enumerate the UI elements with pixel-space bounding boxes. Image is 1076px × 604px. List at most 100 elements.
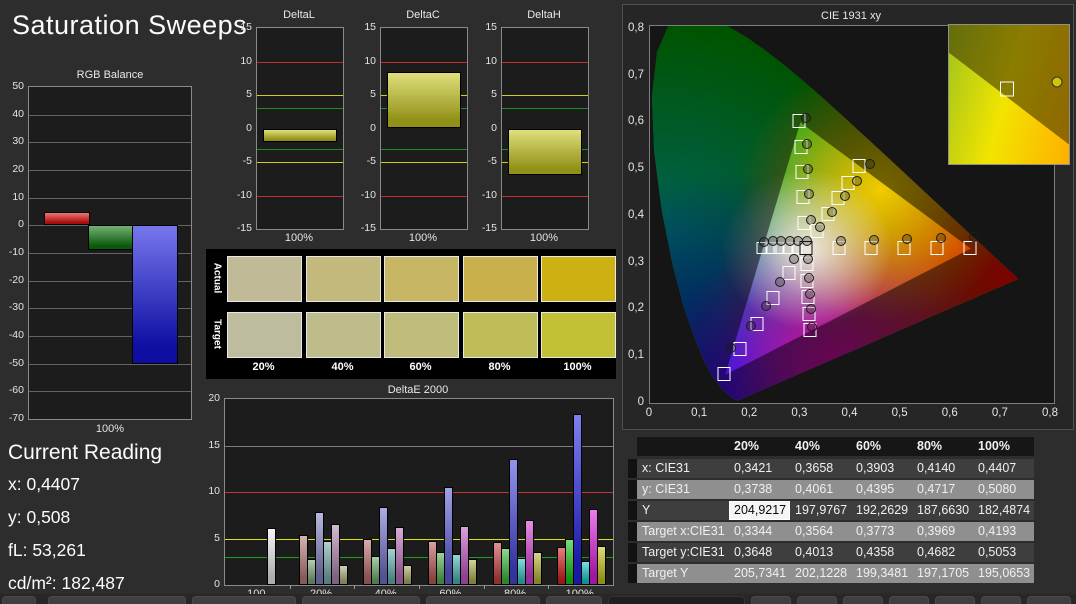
x-axis-tick [289, 585, 291, 589]
table-cell[interactable]: 0,3773 [851, 522, 912, 541]
x-axis-tick [354, 585, 356, 589]
rgb-balance-x-label: 100% [95, 423, 125, 435]
layout-tab[interactable] [843, 596, 883, 604]
measured-circle [760, 300, 771, 311]
table-cell[interactable]: 0,4061 [790, 480, 851, 499]
y-tick-label: -10 [481, 188, 497, 201]
delta-bar [508, 128, 582, 176]
table-cell[interactable]: 0,5053 [973, 543, 1034, 562]
y-tick-label: -70 [8, 412, 24, 424]
y-tick-label: 5 [246, 88, 252, 100]
layout-tab[interactable] [546, 596, 602, 604]
reference-line [502, 95, 588, 96]
measured-circle [802, 235, 813, 246]
table-cell[interactable]: 202,1228 [790, 564, 851, 583]
delta-bar [263, 128, 337, 142]
reference-line [257, 148, 343, 150]
cie-diagram [649, 12, 1055, 404]
reference-line [257, 162, 343, 163]
y-tick-label: -15 [481, 222, 497, 234]
table-cell[interactable]: 197,1705 [912, 564, 973, 583]
measured-circle [827, 207, 838, 218]
table-col-header: 40% [790, 437, 851, 456]
y-tick-label: 30 [12, 135, 24, 148]
layout-tab[interactable] [192, 596, 296, 604]
table-cell[interactable]: 195,0653 [973, 564, 1034, 583]
blue-balance-bar [132, 225, 178, 364]
layout-tab[interactable] [981, 596, 1021, 604]
table-row-label: Target Y [637, 564, 729, 583]
table-cell[interactable]: 0,4358 [851, 543, 912, 562]
deltae-bar [597, 545, 607, 585]
delta-chart-title: DeltaC [406, 9, 440, 21]
measured-circle [936, 232, 947, 243]
y-tick-label: -40 [8, 329, 24, 341]
layout-tab[interactable] [2, 596, 36, 604]
layout-tab[interactable] [48, 596, 186, 604]
deltae-bar [532, 552, 542, 585]
layout-tab[interactable] [608, 596, 745, 604]
x-axis-tick [419, 585, 420, 589]
reference-line [502, 108, 588, 110]
reading-value: cd/m²: 182,487 [8, 573, 125, 593]
table-cell[interactable]: 0,3421 [729, 459, 790, 478]
table-cell[interactable]: 0,4013 [790, 543, 851, 562]
cie-x-tick-label: 0,1 [691, 407, 708, 419]
table-cell[interactable]: 187,6630 [912, 501, 973, 520]
table-cell[interactable]: 192,2629 [851, 501, 912, 520]
table-row: x: CIE31 0,3421 0,3658 0,3903 0,4140 0,4407 [628, 459, 1034, 478]
reference-line [225, 557, 613, 559]
swatch-col-label: 80% [488, 361, 511, 373]
layout-tab[interactable] [302, 596, 420, 604]
measured-circle [804, 273, 815, 284]
actual-swatch [384, 256, 459, 302]
y-tick-label: 5 [370, 88, 376, 100]
current-reading-title: Current Reading [8, 441, 163, 464]
measured-circle [805, 289, 816, 300]
table-gutter [628, 501, 637, 520]
target-square [852, 158, 866, 173]
layout-tab[interactable] [935, 596, 975, 604]
gridline [29, 308, 191, 310]
table-cell[interactable]: 0,3658 [790, 459, 851, 478]
target-swatch [227, 312, 302, 358]
reference-line [225, 492, 613, 493]
actual-swatch [227, 256, 302, 302]
y-tick-label: -5 [487, 155, 497, 167]
table-cell[interactable]: 204,9217 [729, 501, 790, 520]
gridline [29, 197, 191, 199]
layout-tab[interactable] [751, 596, 791, 604]
table-cell[interactable]: 0,4193 [973, 522, 1034, 541]
layout-tab[interactable] [797, 596, 837, 604]
swatch-col-label: 20% [252, 361, 275, 373]
target-square [963, 240, 977, 255]
table-cell[interactable]: 182,4874 [973, 501, 1034, 520]
table-cell[interactable]: 0,3969 [912, 522, 973, 541]
delta-x-label: 100% [408, 232, 438, 244]
layout-tab[interactable] [889, 596, 929, 604]
table-row-label: x: CIE31 [637, 459, 729, 478]
table-cell[interactable]: 0,3344 [729, 522, 790, 541]
table-cell[interactable]: 0,3648 [729, 543, 790, 562]
table-cell[interactable]: 199,3481 [851, 564, 912, 583]
table-cell[interactable]: 0,3738 [729, 480, 790, 499]
table-cell[interactable]: 0,5080 [973, 480, 1034, 499]
table-cell[interactable]: 0,3564 [790, 522, 851, 541]
table-cell[interactable]: 0,3903 [851, 459, 912, 478]
table-cell[interactable]: 0,4140 [912, 459, 973, 478]
y-tick-label: -10 [8, 246, 24, 258]
red-balance-bar [44, 211, 90, 226]
reference-line [502, 195, 588, 197]
table-cell[interactable]: 197,9767 [790, 501, 851, 520]
layout-tab[interactable] [426, 596, 540, 604]
table-cell[interactable]: 0,4395 [851, 480, 912, 499]
table-cell[interactable]: 0,4682 [912, 543, 973, 562]
deltae-bar [403, 565, 413, 585]
deltae-bar [395, 527, 405, 585]
table-cell[interactable]: 0,4717 [912, 480, 973, 499]
table-row: Y 204,9217 197,9767 192,2629 187,6630 182,487… [628, 501, 1034, 520]
table-cell[interactable]: 0,4407 [973, 459, 1034, 478]
layout-tab[interactable] [1027, 596, 1071, 604]
table-cell[interactable]: 205,7341 [729, 564, 790, 583]
y-tick-label: 40 [12, 107, 24, 120]
